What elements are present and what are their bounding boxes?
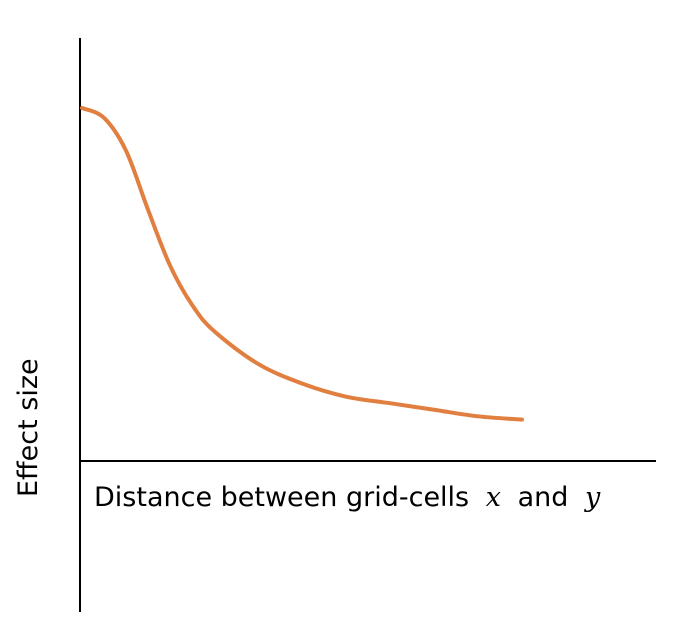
x-axis-label-var-y: y <box>584 482 601 513</box>
series-layer <box>80 106 524 422</box>
series-line-0 <box>80 106 524 422</box>
x-axis-label: Distance between grid-cells x and y <box>94 482 601 513</box>
y-axis-label: Effect size <box>13 358 44 497</box>
x-axis-label-text: Distance between grid-cells <box>94 482 469 513</box>
x-axis-label-conjunction: and <box>518 482 569 513</box>
x-axis-label-var-x: x <box>486 482 501 513</box>
